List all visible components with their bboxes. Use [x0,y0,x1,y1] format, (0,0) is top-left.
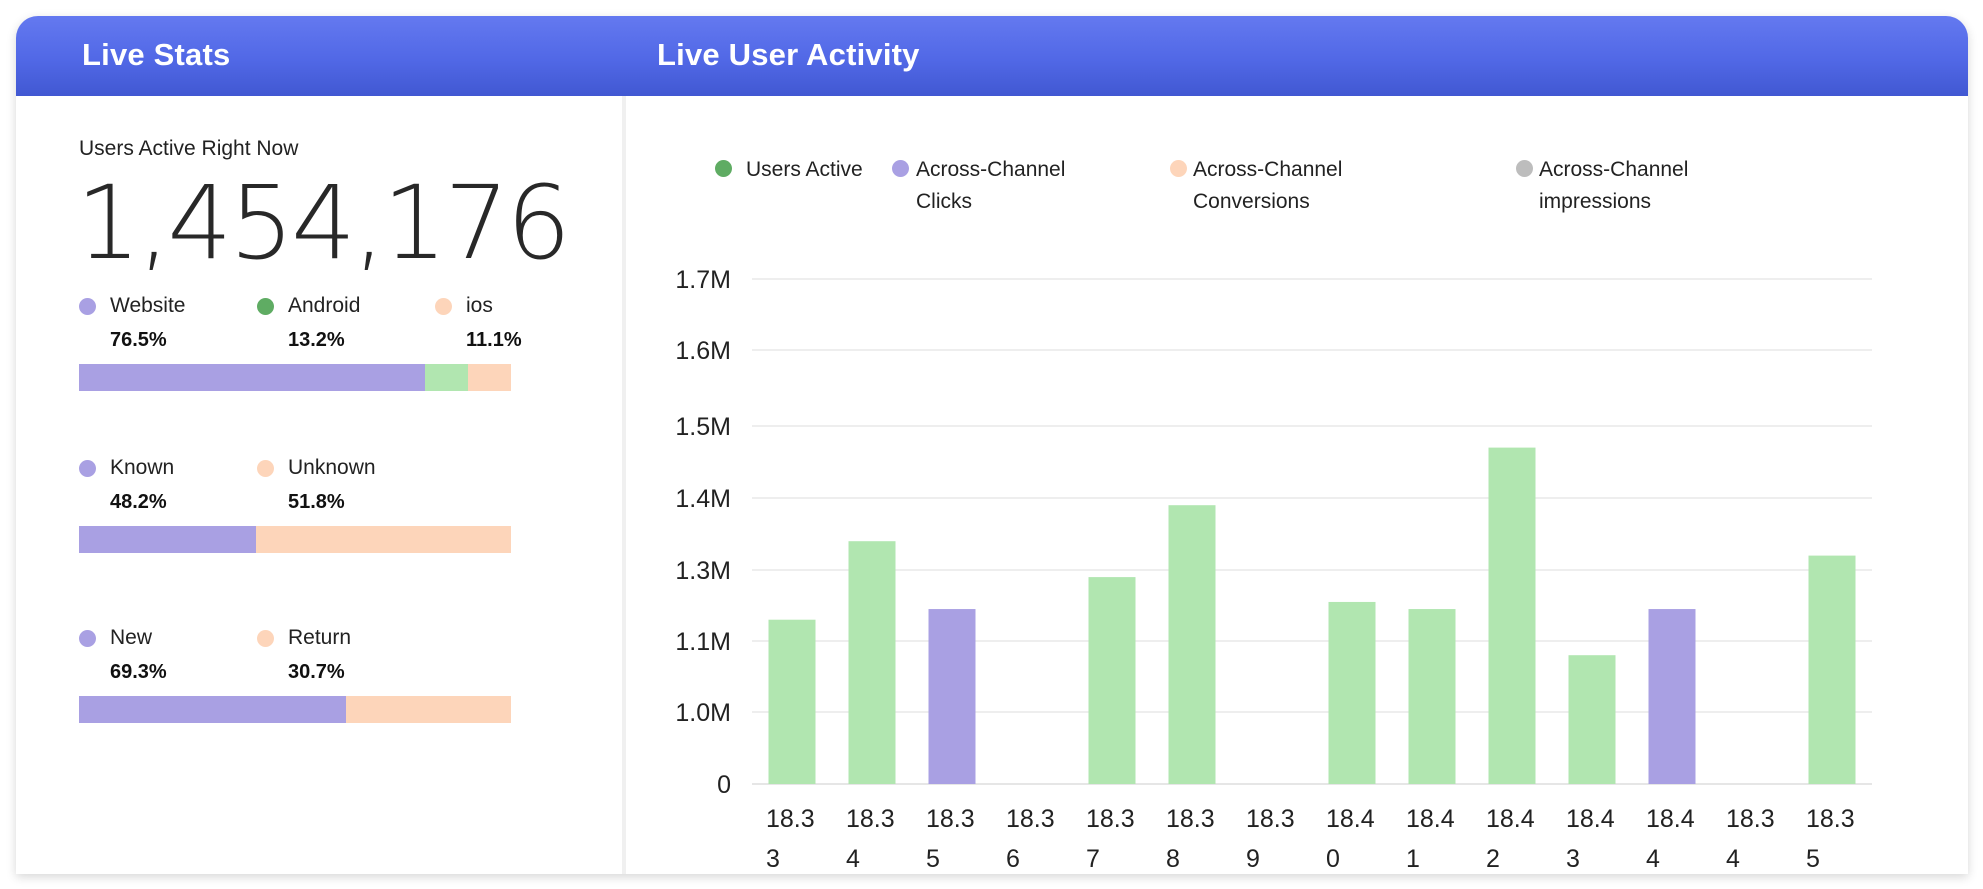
x-tick-label: 18.3 4 [846,805,895,873]
x-tick-label: 18.3 5 [1806,805,1855,873]
bar-7 [1328,601,1376,784]
x-tick-label: 18.3 8 [1166,805,1215,873]
x-tick-label: 18.3 5 [926,805,975,873]
x-tick-label: 18.3 6 [1006,805,1055,873]
bar-2 [928,609,976,784]
website-legend-dot [79,298,96,315]
y-tick-label: 1.4M [675,485,731,513]
known-legend-dot [79,460,96,477]
x-tick-label: 18.3 7 [1086,805,1135,873]
legend-dot-conversions [1170,160,1187,177]
unknown-percent: 51.8% [288,491,345,513]
legend-label-impressions: Across-Channel impressions [1539,158,1689,213]
y-tick-label: 1.3M [675,557,731,585]
bar-8 [1408,609,1456,784]
x-tick-label: 18.4 2 [1486,805,1535,873]
x-tick-label: 18.4 4 [1646,805,1695,873]
dashboard-header: Live Stats Live User Activity [16,16,1968,96]
stacked-bar-segment-ios [467,364,511,391]
bar-13 [1808,555,1856,784]
website-label: Website [110,294,186,317]
stacked-bar-segment-unknown [256,526,511,553]
y-tick-label: 1.0M [675,699,731,727]
return-legend-dot [257,630,274,647]
live-dashboard-card: Live Stats Live User Activity Users Acti… [16,16,1968,874]
android-percent: 13.2% [288,329,345,351]
stacked-bar-segment-known [79,526,257,553]
bar-9 [1488,447,1536,784]
bar-11 [1648,609,1696,784]
panel-divider [622,96,626,874]
website-percent: 76.5% [110,329,167,351]
known-label: Known [110,456,175,479]
y-tick-label: 1.6M [675,337,731,365]
android-legend-dot [257,298,274,315]
return-label: Return [288,626,352,649]
stacked-bar-segment-new [79,696,346,723]
ios-legend-dot [435,298,452,315]
return-percent: 30.7% [288,661,345,683]
bar-10 [1568,655,1616,784]
stacked-bar-segment-return [345,696,511,723]
bar-0 [768,619,816,784]
bar-4 [1088,577,1136,784]
unknown-label: Unknown [288,456,376,479]
new-percent: 69.3% [110,661,167,683]
live-stats-panel: Users Active Right Now 1,454,176 Website… [16,96,622,874]
x-tick-label: 18.4 3 [1566,805,1615,873]
y-tick-label: 1.7M [675,266,731,294]
legend-label-users-active: Users Active [746,158,863,181]
legend-dot-impressions [1516,160,1533,177]
users-active-count: 1,454,176 [76,164,571,283]
new-return-stacked-bar [79,696,511,723]
ios-label: ios [466,294,493,317]
stacked-bar-segment-android [424,364,468,391]
x-tick-label: 18.3 4 [1726,805,1775,873]
stacked-bar-segment-website [79,364,425,391]
live-stats-title: Live Stats [82,37,231,72]
bar-5 [1168,505,1216,784]
bar-1 [848,541,896,784]
x-tick-label: 18.4 0 [1326,805,1375,873]
legend-label-conversions: Across-Channel Conversions [1193,158,1343,213]
new-legend-dot [79,630,96,647]
new-label: New [110,626,153,649]
x-tick-label: 18.3 3 [766,805,815,873]
users-active-label: Users Active Right Now [79,137,299,160]
android-label: Android [288,294,361,317]
legend-label-clicks: Across-Channel Clicks [916,158,1066,213]
y-tick-label: 0 [717,771,731,799]
x-tick-label: 18.4 1 [1406,805,1455,873]
legend-dot-users-active [715,160,732,177]
ios-percent: 11.1% [466,329,522,351]
y-tick-label: 1.1M [675,628,731,656]
known-unknown-stacked-bar [79,526,511,553]
live-user-activity-title: Live User Activity [657,37,920,72]
x-tick-label: 18.3 9 [1246,805,1295,873]
platform-stacked-bar [79,364,511,391]
known-percent: 48.2% [110,491,167,513]
y-tick-label: 1.5M [675,413,731,441]
legend-dot-clicks [892,160,909,177]
unknown-legend-dot [257,460,274,477]
